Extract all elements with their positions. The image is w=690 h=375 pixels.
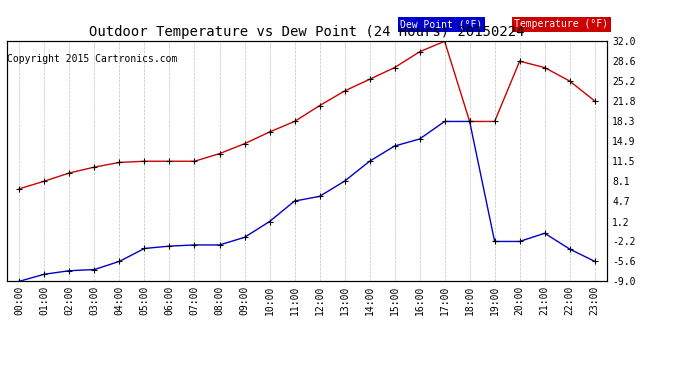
Title: Outdoor Temperature vs Dew Point (24 Hours) 20150224: Outdoor Temperature vs Dew Point (24 Hou…	[89, 25, 525, 39]
Text: Copyright 2015 Cartronics.com: Copyright 2015 Cartronics.com	[7, 54, 177, 64]
Text: Dew Point (°F): Dew Point (°F)	[400, 20, 482, 30]
Text: Temperature (°F): Temperature (°F)	[514, 20, 608, 30]
